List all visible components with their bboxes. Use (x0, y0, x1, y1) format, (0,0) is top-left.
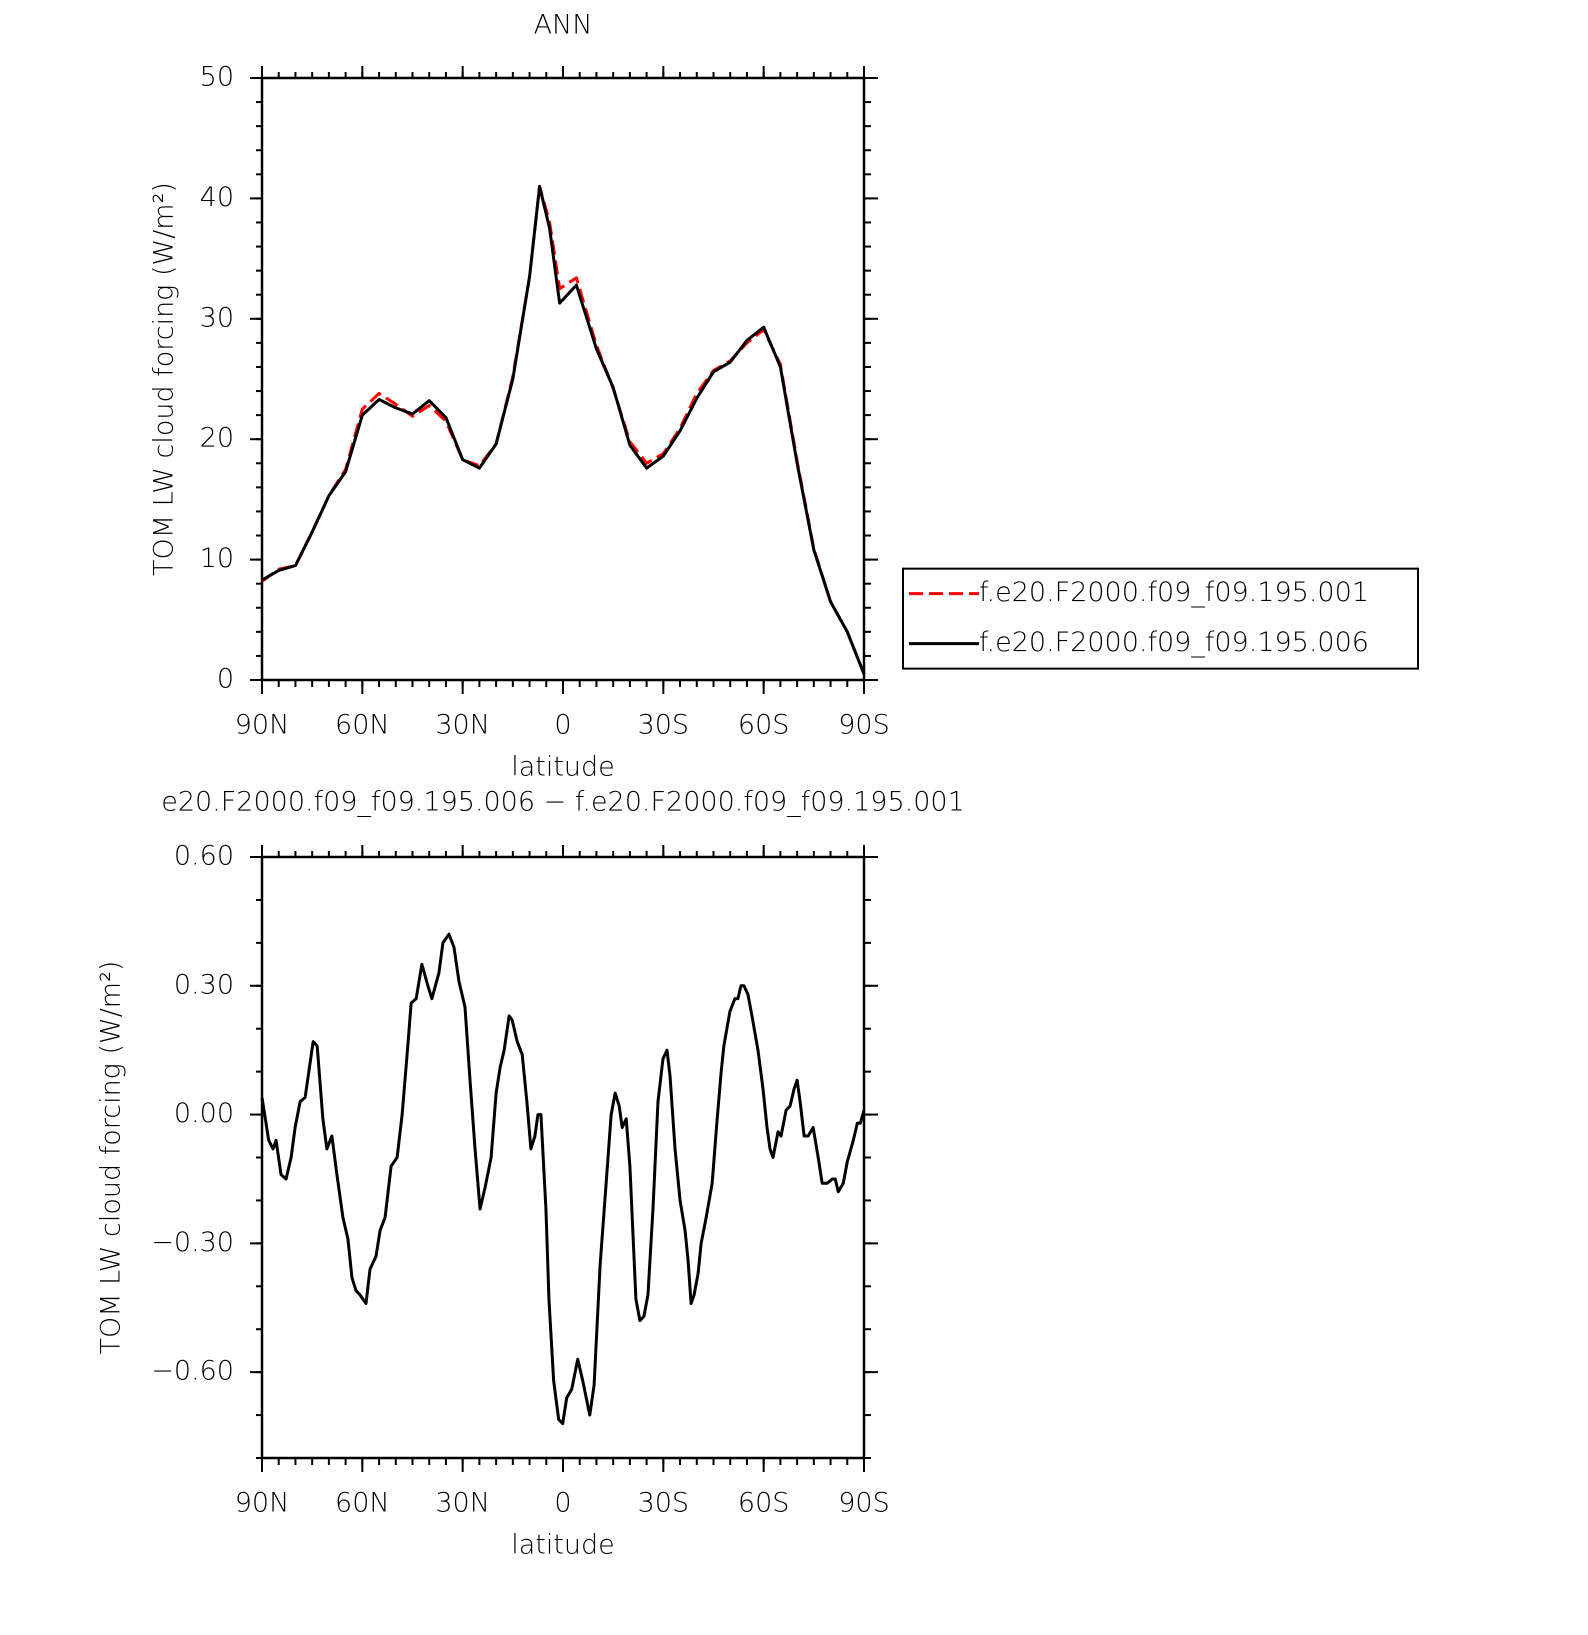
plot-frame (260, 76, 866, 682)
x-tick-label: 30S (638, 710, 690, 741)
y-tick-label: 30 (200, 302, 234, 333)
y-axis-label: TOM LW cloud forcing (W/m²) (96, 961, 127, 1355)
y-tick-label: 0 (217, 664, 234, 695)
series-line (261, 184, 866, 675)
x-tick-label: 60N (335, 710, 390, 741)
y-tick-label: −0.30 (151, 1227, 234, 1258)
x-tick-label: 60S (738, 710, 790, 741)
y-tick-label: 10 (200, 543, 234, 574)
y-tick-label: 50 (200, 62, 234, 93)
y-axis-label: TOM LW cloud forcing (W/m²) (149, 182, 180, 576)
x-axis-label: latitude (511, 1530, 615, 1561)
series-line (261, 184, 866, 675)
chart-title: e20.F2000.f09_f09.195.006 − f.e20.F2000.… (161, 787, 965, 818)
x-tick-label: 60N (335, 1488, 390, 1519)
x-tick-label: 90N (235, 710, 290, 741)
series-line (260, 932, 866, 1426)
x-tick-label: 90S (838, 710, 890, 741)
chart-title: ANN (534, 10, 593, 41)
y-tick-label: 0.30 (174, 969, 234, 1000)
x-axis-label: latitude (511, 752, 615, 783)
x-tick-label: 30S (638, 1488, 690, 1519)
y-tick-label: 40 (200, 182, 234, 213)
y-tick-label: 0.60 (174, 841, 234, 872)
y-tick-label: 0.00 (174, 1098, 234, 1129)
x-tick-label: 60S (738, 1488, 790, 1519)
x-tick-label: 0 (554, 1488, 571, 1519)
x-tick-label: 0 (554, 710, 571, 741)
x-tick-label: 30N (435, 710, 490, 741)
legend-label: f.e20.F2000.f09_f09.195.006 (979, 627, 1369, 658)
y-tick-label: −0.60 (151, 1356, 234, 1387)
x-tick-label: 90N (235, 1488, 290, 1519)
x-tick-label: 30N (435, 1488, 490, 1519)
x-tick-label: 90S (838, 1488, 890, 1519)
legend: f.e20.F2000.f09_f09.195.001 f.e20.F2000.f… (902, 567, 1419, 670)
legend-label: f.e20.F2000.f09_f09.195.001 (979, 577, 1369, 608)
legend-box (902, 567, 1419, 670)
y-tick-label: 20 (200, 423, 234, 454)
